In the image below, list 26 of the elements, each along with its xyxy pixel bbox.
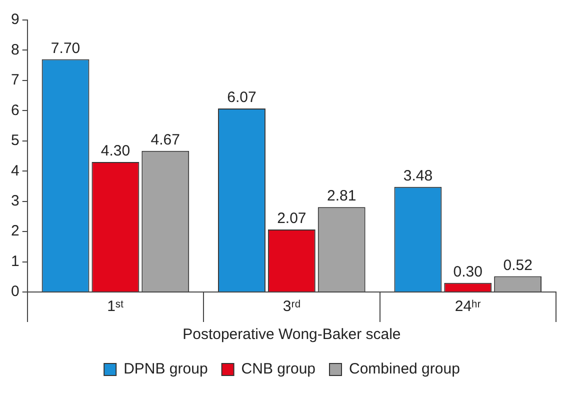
data-label: 6.07 [227, 89, 256, 106]
data-label: 7.70 [50, 40, 80, 57]
data-label: 3.48 [403, 167, 433, 184]
y-tick-label: 6 [11, 102, 20, 119]
legend-label: CNB group [241, 360, 316, 378]
legend-label: Combined group [349, 360, 460, 378]
y-tick-label: 8 [11, 41, 20, 58]
data-label: 4.30 [100, 142, 130, 160]
x-tick-label: 24ʰʳ [454, 298, 482, 316]
data-label: 2.81 [327, 188, 356, 205]
y-tick-label: 1 [11, 252, 20, 270]
data-label: 0.30 [453, 264, 482, 281]
x-tick-label: 1ˢᵗ [107, 298, 124, 316]
y-tick-label: 3 [11, 192, 20, 210]
legend-label: DPNB group [124, 360, 208, 378]
y-tick-label: 7 [11, 72, 20, 89]
y-tick-label: 0 [11, 283, 20, 300]
x-tick-label: 3ʳᵈ [282, 298, 301, 316]
y-tick-label: 9 [11, 11, 20, 28]
y-tick-label: 2 [11, 222, 20, 240]
data-label: 4.67 [150, 132, 180, 149]
y-tick-label: 4 [11, 162, 20, 180]
data-label: 0.52 [503, 256, 532, 274]
x-axis-title: Postoperative Wong-Baker scale [182, 326, 401, 344]
data-label: 2.07 [277, 210, 306, 228]
y-tick-label: 5 [11, 132, 20, 150]
